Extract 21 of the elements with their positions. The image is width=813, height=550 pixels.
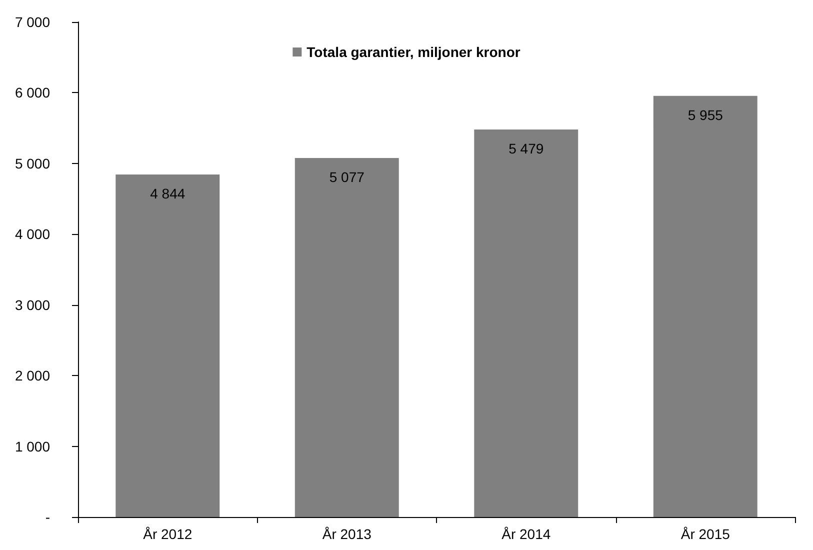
data-label: 5 479 — [508, 140, 544, 157]
legend-label: Totala garantier, miljoner kronor — [306, 44, 521, 60]
data-label: 5 077 — [329, 168, 365, 185]
x-tick-label: År 2012 — [143, 526, 192, 542]
bar — [653, 96, 758, 517]
y-tick-label: - — [45, 509, 50, 525]
y-tick-label: 5 000 — [14, 155, 50, 172]
x-tick-label: År 2013 — [322, 526, 372, 542]
y-tick-label: 7 000 — [14, 14, 50, 30]
x-tick-label: År 2014 — [502, 526, 551, 542]
y-tick-label: 2 000 — [14, 368, 50, 384]
y-tick-label: 1 000 — [14, 438, 50, 454]
x-tick-label: År 2015 — [680, 526, 730, 542]
bar — [116, 174, 220, 517]
data-label: 4 844 — [150, 185, 186, 202]
y-tick-label: 4 000 — [14, 226, 50, 242]
y-tick-label: 6 000 — [14, 84, 50, 101]
bar — [294, 158, 399, 517]
y-tick-label: 3 000 — [14, 296, 50, 313]
bar — [474, 130, 578, 517]
data-label: 5 955 — [688, 106, 724, 123]
